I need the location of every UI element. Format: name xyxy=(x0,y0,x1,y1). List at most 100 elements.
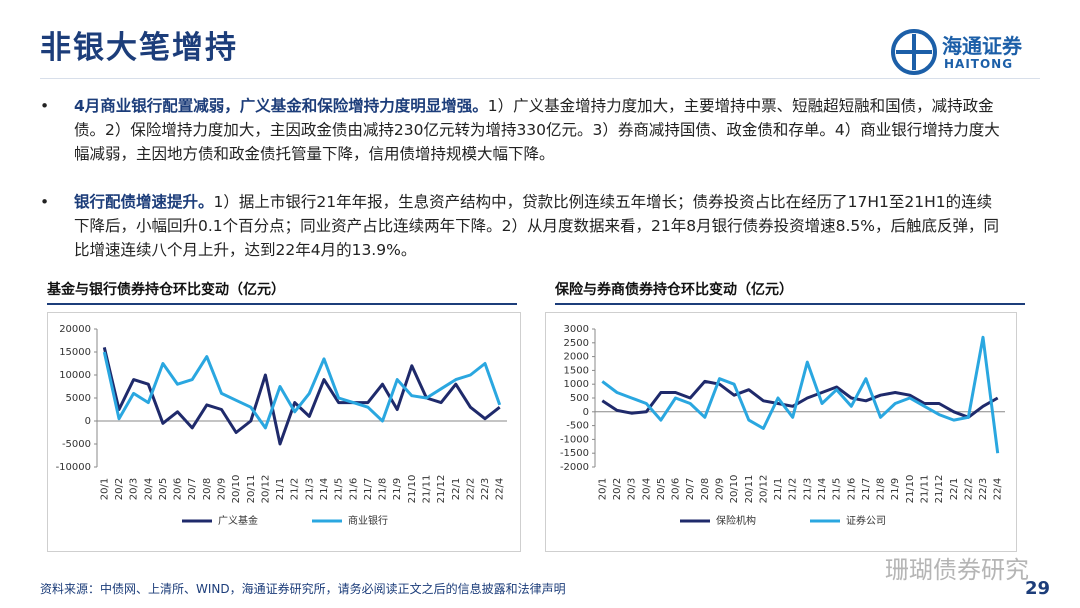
legend-label: 广义基金 xyxy=(218,514,258,527)
x-tick-label: 22/2 xyxy=(963,478,974,500)
watermark: 珊瑚债券研究 xyxy=(885,556,1029,584)
x-tick-label: 20/4 xyxy=(641,478,652,500)
y-tick-label: 15000 xyxy=(59,347,91,358)
x-tick-label: 20/4 xyxy=(143,478,154,500)
x-tick-label: 20/12 xyxy=(260,475,271,504)
source-note: 资料来源：中债网、上清所、WIND，海通证券研究所，请务必阅读正文之后的信息披露… xyxy=(40,582,566,596)
x-tick-label: 21/1 xyxy=(773,478,784,500)
x-tick-label: 22/1 xyxy=(451,478,462,500)
x-tick-label: 22/4 xyxy=(495,478,506,500)
x-tick-label: 20/1 xyxy=(597,478,608,500)
x-tick-label: 21/5 xyxy=(832,478,843,500)
x-tick-label: 20/2 xyxy=(114,478,125,500)
header-rule xyxy=(40,78,1040,79)
y-tick-label: -5000 xyxy=(62,439,91,450)
x-tick-label: 20/11 xyxy=(744,475,755,504)
x-tick-label: 21/1 xyxy=(275,478,286,500)
logo-text: HAITONG xyxy=(944,57,1014,71)
x-tick-label: 21/11 xyxy=(421,475,432,504)
y-tick-label: 2500 xyxy=(564,338,589,349)
x-tick-label: 20/6 xyxy=(173,478,184,500)
x-tick-label: 20/7 xyxy=(187,478,198,500)
x-tick-label: 21/8 xyxy=(378,478,389,500)
x-tick-label: 21/5 xyxy=(334,478,345,500)
x-tick-label: 20/3 xyxy=(627,478,638,500)
x-tick-label: 22/3 xyxy=(480,478,491,500)
series-line xyxy=(601,379,999,419)
x-tick-label: 20/1 xyxy=(99,478,110,500)
x-tick-label: 20/7 xyxy=(685,478,696,500)
legend-label: 证券公司 xyxy=(846,514,886,527)
y-tick-label: 10000 xyxy=(59,370,91,381)
x-tick-label: 21/10 xyxy=(407,475,418,504)
legend-label: 保险机构 xyxy=(716,514,756,527)
y-tick-label: 0 xyxy=(85,416,91,427)
y-tick-label: 500 xyxy=(570,393,589,404)
y-tick-label: -10000 xyxy=(56,462,91,473)
x-tick-label: 21/6 xyxy=(846,478,857,500)
y-tick-label: -500 xyxy=(566,421,589,432)
logo-text: 海通证券 xyxy=(942,34,1022,58)
x-tick-label: 21/4 xyxy=(319,478,330,500)
x-tick-label: 21/9 xyxy=(392,478,403,500)
x-tick-label: 20/5 xyxy=(656,478,667,500)
x-tick-label: 21/7 xyxy=(861,478,872,500)
x-tick-label: 20/11 xyxy=(246,475,257,504)
x-tick-label: 21/7 xyxy=(363,478,374,500)
slide-title: 非银大笔增持 xyxy=(40,30,238,66)
bullet: • 4月商业银行配置减弱，广义基金和保险增持力度明显增强。1）广义基金增持力度加… xyxy=(40,97,1000,163)
bullet-text: 1）据上市银行21年年报，生息资产结构中，贷款比例连续五年增长；债券投资占比在经… xyxy=(74,193,999,259)
y-tick-label: 0 xyxy=(583,407,589,418)
chart-title: 保险与券商债券持仓环比变动（亿元） xyxy=(555,279,1025,305)
y-tick-label: 3000 xyxy=(564,324,589,335)
chart: -10000 -5000 0 5000 10000 15000 20000 20/1 20/2 2… xyxy=(47,312,521,552)
x-tick-label: 21/12 xyxy=(934,475,945,504)
x-tick-label: 21/11 xyxy=(919,475,930,504)
x-tick-label: 20/10 xyxy=(231,475,242,504)
y-tick-label: 20000 xyxy=(59,324,91,335)
legend-label: 商业银行 xyxy=(348,514,388,527)
x-tick-label: 22/4 xyxy=(993,478,1004,500)
x-tick-label: 21/3 xyxy=(802,478,813,500)
x-tick-label: 21/2 xyxy=(788,478,799,500)
x-tick-label: 20/5 xyxy=(158,478,169,500)
x-tick-label: 21/3 xyxy=(304,478,315,500)
bullet-lead: 4月商业银行配置减弱，广义基金和保险增持力度明显增强。 xyxy=(74,97,488,115)
x-tick-label: 21/2 xyxy=(290,478,301,500)
series-line xyxy=(102,347,501,446)
x-tick-label: 20/10 xyxy=(729,475,740,504)
x-tick-label: 20/6 xyxy=(671,478,682,500)
x-tick-label: 20/8 xyxy=(202,478,213,500)
x-tick-label: 20/3 xyxy=(129,478,140,500)
x-tick-label: 22/2 xyxy=(465,478,476,500)
y-tick-label: 2000 xyxy=(564,352,589,363)
x-tick-label: 21/10 xyxy=(905,475,916,504)
series-line xyxy=(601,335,1000,454)
chart: -2000 -1500 -1000 -500 0 500 1000 1500 2000 2500 3… xyxy=(545,312,1017,552)
x-tick-label: 21/8 xyxy=(876,478,887,500)
y-tick-label: 1500 xyxy=(564,365,589,376)
y-tick-label: 1000 xyxy=(564,379,589,390)
x-tick-label: 21/9 xyxy=(890,478,901,500)
y-tick-label: -2000 xyxy=(560,462,589,473)
x-tick-label: 20/12 xyxy=(758,475,769,504)
x-tick-label: 20/8 xyxy=(700,478,711,500)
bullet-text: 1）广义基金增持力度加大，主要增持中票、短融超短融和国债，减持政金债。2）保险增… xyxy=(74,97,1000,163)
x-tick-label: 22/3 xyxy=(978,478,989,500)
bullet: • 银行配债增速提升。1）据上市银行21年年报，生息资产结构中，贷款比例连续五年… xyxy=(40,193,999,259)
x-tick-label: 21/12 xyxy=(436,475,447,504)
x-tick-label: 21/4 xyxy=(817,478,828,500)
x-tick-label: 22/1 xyxy=(949,478,960,500)
series-line xyxy=(102,351,502,430)
bullet-lead: 银行配债增速提升。 xyxy=(74,193,214,211)
y-tick-label: 5000 xyxy=(66,393,91,404)
chart-title: 基金与银行债券持仓环比变动（亿元） xyxy=(47,279,517,305)
y-tick-label: -1500 xyxy=(560,448,589,459)
x-tick-label: 21/6 xyxy=(348,478,359,500)
x-tick-label: 20/2 xyxy=(612,478,623,500)
x-tick-label: 20/9 xyxy=(714,478,725,500)
logo-icon xyxy=(891,29,937,75)
page-number: 29 xyxy=(1025,578,1051,599)
x-tick-label: 20/9 xyxy=(216,478,227,500)
